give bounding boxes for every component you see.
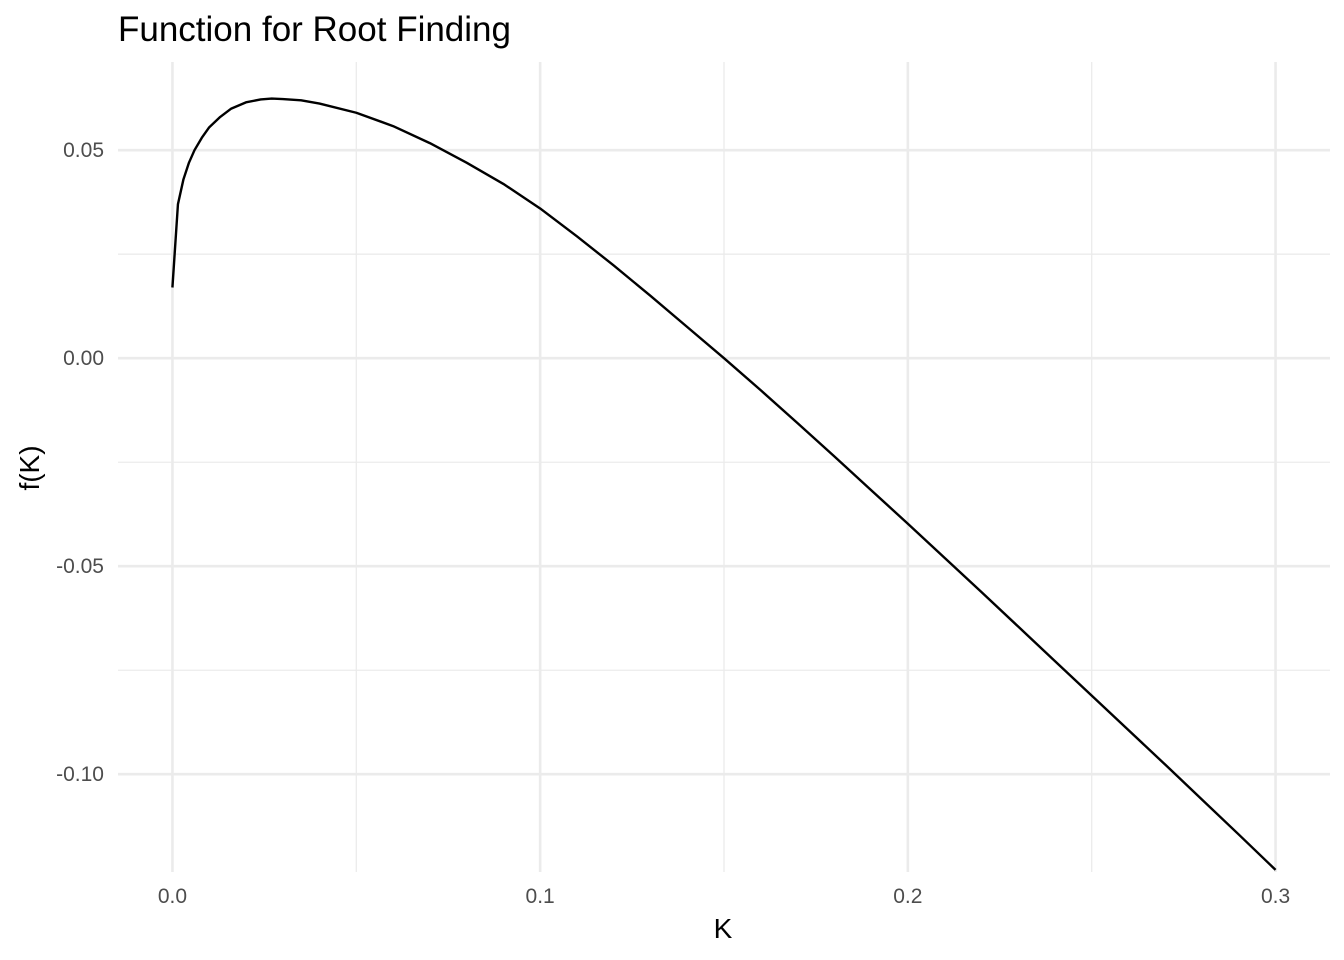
x-tick-label-1: 0.1 [526, 885, 555, 908]
minor-gridlines [118, 62, 1330, 872]
x-tick-label-3: 0.3 [1261, 885, 1290, 908]
x-tick-label-2: 0.2 [893, 885, 922, 908]
y-tick-label-2: -0.05 [56, 555, 104, 578]
x-tick-label-0: 0.0 [158, 885, 187, 908]
chart-title: Function for Root Finding [118, 10, 511, 49]
x-axis-title: K [714, 913, 733, 944]
y-axis-title: f(K) [14, 445, 45, 490]
y-tick-label-3: -0.10 [56, 763, 104, 786]
y-axis-tick-labels: 0.05 0.00 -0.05 -0.10 [56, 139, 104, 786]
y-tick-label-1: 0.00 [63, 347, 104, 370]
y-tick-label-0: 0.05 [63, 139, 104, 162]
x-axis-tick-labels: 0.0 0.1 0.2 0.3 [158, 885, 1290, 908]
major-gridlines [118, 62, 1330, 872]
function-curve [171, 97, 1277, 871]
